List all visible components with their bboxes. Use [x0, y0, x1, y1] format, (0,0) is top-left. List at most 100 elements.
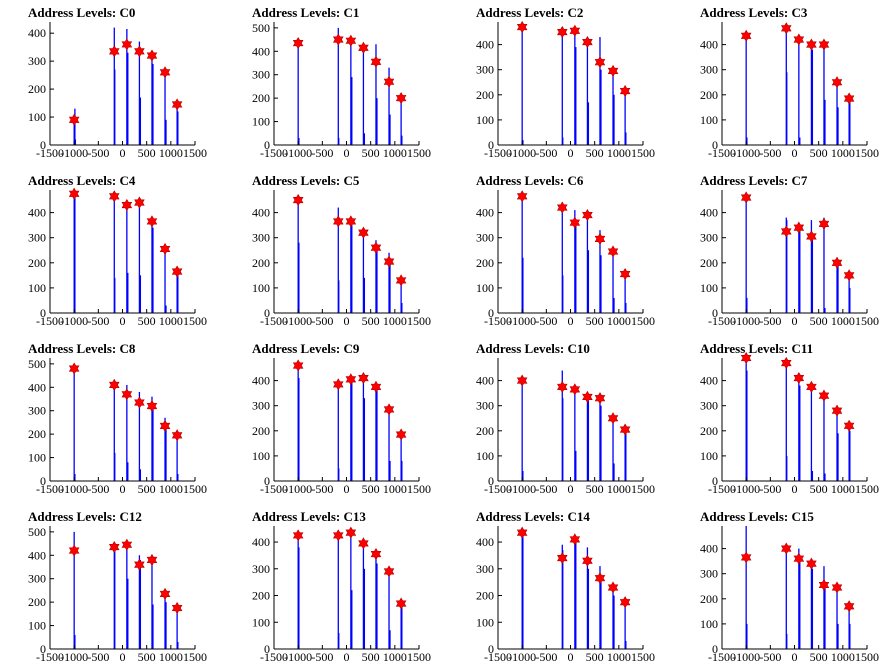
- x-tick-label: 1500: [631, 482, 655, 496]
- x-tick-label: 500: [810, 314, 828, 328]
- x-tick-label: 1000: [607, 146, 631, 160]
- chart-title: Address Levels: C2: [476, 5, 583, 20]
- y-tick-label: 200: [252, 424, 270, 438]
- star-marker: [292, 529, 304, 542]
- x-tick-label: -1500: [708, 314, 736, 328]
- star-marker: [159, 587, 171, 601]
- star-marker: [333, 33, 344, 46]
- x-tick-label: 0: [568, 650, 574, 664]
- x-tick-label: -1000: [732, 650, 760, 664]
- y-tick-label: 200: [28, 82, 46, 96]
- y-tick-label: 0: [40, 474, 46, 488]
- star-marker: [619, 267, 631, 281]
- x-tick-label: -500: [87, 482, 109, 496]
- x-tick-label: -1000: [60, 314, 88, 328]
- x-tick-label: 0: [120, 146, 126, 160]
- star-marker: [345, 34, 357, 47]
- x-tick-label: 500: [138, 314, 156, 328]
- star-marker: [395, 428, 407, 441]
- star-marker: [345, 373, 357, 386]
- y-tick-label: 400: [700, 38, 718, 52]
- star-marker: [134, 558, 145, 571]
- chart-title: Address Levels: C6: [476, 173, 584, 188]
- y-tick-label: 200: [700, 88, 718, 102]
- y-tick-label: 200: [28, 595, 46, 609]
- star-marker: [557, 201, 568, 214]
- x-tick-label: -1000: [508, 650, 536, 664]
- y-tick-label: 300: [252, 399, 270, 413]
- y-tick-label: 400: [28, 548, 46, 562]
- x-tick-label: 1500: [855, 146, 879, 160]
- y-tick-label: 100: [476, 615, 494, 629]
- x-tick-label: 500: [362, 482, 380, 496]
- y-tick-label: 0: [264, 642, 270, 656]
- x-tick-label: 1000: [383, 482, 407, 496]
- x-tick-label: -500: [759, 482, 781, 496]
- x-tick-label: -1000: [508, 314, 536, 328]
- star-marker: [68, 113, 80, 126]
- star-marker: [171, 429, 183, 442]
- star-marker: [292, 359, 304, 372]
- x-tick-label: 1000: [831, 146, 855, 160]
- x-tick-label: 500: [138, 146, 156, 160]
- star-marker: [383, 403, 395, 416]
- y-tick-label: 200: [252, 589, 270, 603]
- y-tick-label: 300: [476, 399, 494, 413]
- y-tick-label: 100: [28, 110, 46, 124]
- star-marker: [843, 600, 855, 613]
- y-tick-label: 400: [28, 206, 46, 220]
- star-marker: [121, 538, 133, 551]
- y-tick-label: 400: [252, 206, 270, 220]
- x-tick-label: 0: [344, 650, 350, 664]
- star-marker: [109, 378, 120, 392]
- x-tick-label: 0: [792, 146, 798, 160]
- x-tick-label: -500: [311, 314, 333, 328]
- y-tick-label: 100: [28, 281, 46, 295]
- x-tick-label: 500: [586, 314, 604, 328]
- star-marker: [159, 419, 171, 433]
- star-marker: [159, 242, 171, 256]
- y-tick-label: 400: [700, 206, 718, 220]
- x-tick-label: 0: [792, 650, 798, 664]
- star-marker: [781, 356, 792, 370]
- y-tick-label: 0: [264, 306, 270, 320]
- y-tick-label: 100: [252, 615, 270, 629]
- x-tick-label: -500: [87, 146, 109, 160]
- x-tick-label: 1500: [631, 650, 655, 664]
- y-tick-label: 100: [700, 617, 718, 631]
- y-tick-label: 400: [252, 374, 270, 388]
- chart-title: Address Levels: C7: [700, 173, 808, 188]
- x-tick-label: -500: [759, 650, 781, 664]
- x-tick-label: -1500: [260, 146, 288, 160]
- star-marker: [594, 56, 606, 69]
- star-marker: [557, 551, 568, 565]
- x-tick-label: 1000: [831, 482, 855, 496]
- star-marker: [134, 196, 145, 209]
- x-tick-label: 1500: [407, 650, 431, 664]
- x-tick-label: -500: [759, 146, 781, 160]
- star-marker: [292, 36, 304, 50]
- y-tick-label: 200: [28, 427, 46, 441]
- y-tick-label: 300: [476, 231, 494, 245]
- x-tick-label: -500: [311, 146, 333, 160]
- y-tick-label: 0: [488, 138, 494, 152]
- x-tick-label: -1000: [284, 482, 312, 496]
- y-tick-label: 0: [40, 306, 46, 320]
- y-tick-label: 400: [476, 206, 494, 220]
- y-tick-label: 200: [476, 256, 494, 270]
- x-tick-label: -1500: [260, 650, 288, 664]
- x-tick-label: -1500: [484, 650, 512, 664]
- y-tick-label: 200: [476, 424, 494, 438]
- star-marker: [395, 274, 407, 287]
- x-tick-label: 0: [120, 482, 126, 496]
- x-tick-label: 0: [120, 650, 126, 664]
- star-marker: [68, 544, 80, 557]
- x-tick-label: 1000: [383, 314, 407, 328]
- star-marker: [370, 380, 382, 393]
